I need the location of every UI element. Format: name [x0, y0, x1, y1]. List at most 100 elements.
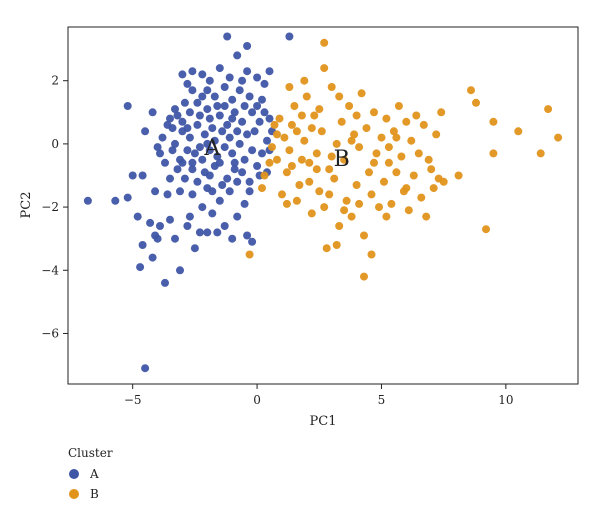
point-a-37: [148, 108, 157, 117]
point-b-84: [273, 155, 281, 164]
point-b-81: [285, 83, 294, 91]
point-b-90: [332, 241, 341, 249]
point-a-92: [215, 111, 224, 120]
point-a-134: [225, 73, 234, 82]
point-b-30: [340, 155, 349, 164]
point-b-25: [327, 83, 336, 91]
point-a-45: [245, 187, 254, 196]
point-a-124: [213, 102, 222, 110]
point-a-12: [153, 234, 162, 243]
point-a-112: [173, 165, 182, 174]
point-b-111: [355, 199, 364, 208]
point-b-100: [287, 162, 296, 170]
point-a-13: [156, 222, 164, 230]
point-b-106: [424, 155, 433, 164]
point-b-52: [394, 102, 403, 110]
point-b-95: [402, 184, 411, 193]
point-a-65: [260, 79, 269, 88]
point-b-23: [322, 244, 331, 253]
point-b-42: [370, 108, 378, 117]
point-b-110: [384, 143, 393, 152]
point-b-41: [367, 190, 376, 199]
point-b-61: [419, 120, 428, 129]
point-b-14: [300, 136, 309, 145]
point-a-38: [141, 127, 150, 136]
point-b-8: [282, 168, 291, 177]
point-b-1: [258, 184, 266, 193]
point-b-75: [536, 149, 545, 158]
point-a-51: [188, 165, 197, 174]
point-b-49: [387, 199, 396, 208]
legend-marker-b: [69, 489, 79, 499]
point-b-55: [402, 117, 411, 126]
point-b-21: [317, 127, 326, 136]
point-a-54: [158, 133, 167, 142]
point-a-109: [203, 139, 212, 148]
point-a-44: [240, 199, 249, 208]
point-a-126: [195, 111, 204, 120]
point-b-2: [260, 171, 269, 180]
point-a-104: [228, 149, 237, 158]
point-a-32: [163, 190, 172, 199]
point-a-91: [223, 120, 232, 129]
point-b-28: [335, 222, 344, 230]
point-b-76: [544, 105, 553, 114]
point-a-71: [183, 79, 192, 88]
point-b-66: [437, 108, 446, 117]
point-a-148: [208, 187, 217, 196]
point-b-32: [345, 102, 354, 110]
point-a-128: [178, 117, 187, 126]
point-a-85: [258, 149, 266, 158]
point-b-109: [282, 199, 291, 208]
point-a-5: [133, 212, 142, 221]
point-a-107: [218, 127, 227, 136]
point-b-50: [389, 127, 398, 136]
point-b-91: [312, 165, 321, 174]
legend-marker-a: [69, 469, 79, 479]
y-tick-label: −4: [41, 263, 59, 277]
point-b-35: [352, 181, 361, 189]
point-a-4: [128, 171, 137, 180]
point-a-80: [253, 102, 262, 110]
point-a-53: [168, 146, 177, 155]
point-a-52: [176, 155, 184, 164]
y-axis-title: PC2: [19, 192, 34, 219]
point-a-135: [238, 76, 247, 85]
point-b-78: [320, 38, 329, 47]
point-a-102: [213, 152, 222, 161]
point-a-93: [208, 124, 217, 133]
x-tick-label: 5: [378, 393, 386, 407]
point-a-17: [176, 266, 184, 275]
point-a-110: [195, 143, 204, 152]
point-b-73: [489, 149, 498, 158]
point-a-14: [161, 278, 169, 287]
point-b-47: [382, 114, 391, 123]
point-a-99: [190, 149, 199, 158]
point-a-111: [183, 146, 192, 155]
point-b-31: [342, 196, 351, 205]
point-a-132: [171, 105, 179, 114]
point-a-145: [198, 92, 207, 101]
point-a-60: [205, 76, 214, 85]
point-a-90: [230, 108, 239, 117]
point-b-101: [270, 120, 279, 129]
point-a-82: [265, 114, 274, 123]
point-a-133: [203, 86, 212, 95]
point-b-18: [310, 111, 319, 120]
point-a-7: [138, 241, 147, 249]
point-b-56: [404, 206, 413, 215]
point-b-103: [327, 152, 336, 161]
point-b-4: [268, 143, 276, 152]
legend-label-a: A: [89, 467, 99, 481]
point-a-62: [233, 51, 242, 60]
point-a-16: [171, 234, 179, 243]
point-a-9: [146, 218, 155, 227]
point-a-131: [153, 143, 162, 152]
y-tick-label: −2: [41, 200, 59, 214]
point-a-70: [188, 67, 197, 76]
point-b-44: [375, 203, 383, 212]
point-a-1: [111, 196, 120, 205]
legend: Cluster A B: [68, 446, 113, 501]
point-b-88: [360, 272, 368, 281]
point-a-76: [220, 83, 229, 91]
